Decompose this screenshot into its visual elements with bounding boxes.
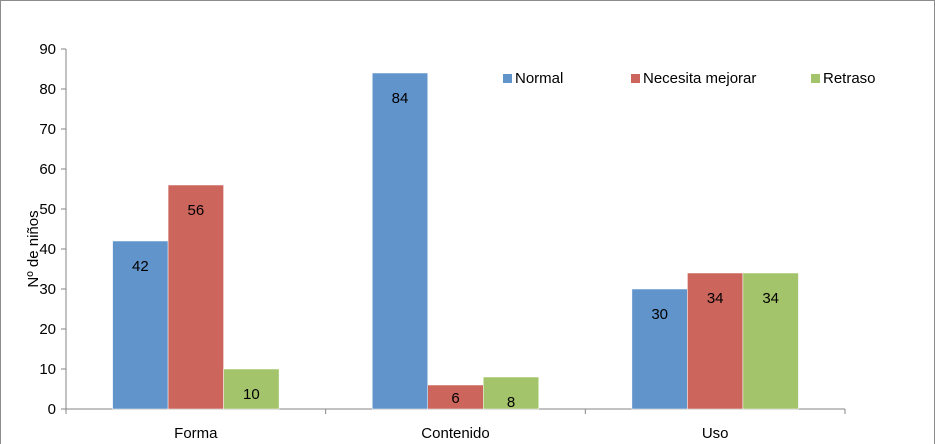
bar — [483, 376, 539, 410]
legend-item: Necesita mejorar — [631, 70, 756, 87]
data-label: 34 — [707, 290, 724, 307]
y-tick-label: 80 — [39, 81, 56, 98]
data-label: 56 — [187, 202, 204, 219]
bar — [112, 240, 169, 410]
data-label: 6 — [451, 390, 459, 407]
legend-item: Normal — [503, 70, 563, 87]
bar — [687, 272, 744, 410]
legend: Normal Necesita mejorar Retraso — [503, 70, 876, 87]
x-axis: Forma Contenido Uso — [65, 408, 846, 442]
legend-label: Necesita mejorar — [643, 70, 756, 87]
y-tick-label: 0 — [48, 401, 56, 418]
x-category-label: Uso — [702, 425, 729, 442]
data-labels: 42 56 10 84 6 8 30 34 34 — [132, 90, 779, 411]
y-tick-label: 50 — [39, 201, 56, 218]
y-tick-label: 20 — [39, 321, 56, 338]
bar — [372, 72, 428, 410]
data-label: 84 — [392, 90, 409, 107]
y-tick-label: 60 — [39, 161, 56, 178]
bar — [742, 272, 799, 410]
bar — [631, 288, 688, 410]
x-category-label: Forma — [174, 425, 218, 442]
legend-label: Normal — [515, 70, 563, 87]
data-label: 34 — [762, 290, 779, 307]
bar — [427, 384, 484, 410]
data-label: 30 — [651, 306, 668, 323]
data-label: 8 — [507, 394, 515, 411]
y-tick-label: 40 — [39, 241, 56, 258]
bar — [223, 368, 280, 410]
bars — [112, 72, 799, 410]
legend-item: Retraso — [811, 70, 876, 87]
legend-swatch — [503, 74, 512, 83]
x-category-label: Contenido — [421, 425, 489, 442]
y-tick-label: 70 — [39, 121, 56, 138]
data-label: 42 — [132, 258, 149, 275]
y-tick-label: 30 — [39, 281, 56, 298]
y-axis-label: Nº de niños — [25, 210, 42, 287]
data-label: 10 — [243, 386, 260, 403]
y-tick-label: 10 — [39, 361, 56, 378]
legend-swatch — [811, 74, 820, 83]
legend-label: Retraso — [823, 70, 876, 87]
y-axis: 0 10 20 30 40 50 60 70 80 90 — [39, 41, 67, 418]
bar — [167, 184, 224, 410]
legend-swatch — [631, 74, 640, 83]
y-tick-label: 90 — [39, 41, 56, 58]
